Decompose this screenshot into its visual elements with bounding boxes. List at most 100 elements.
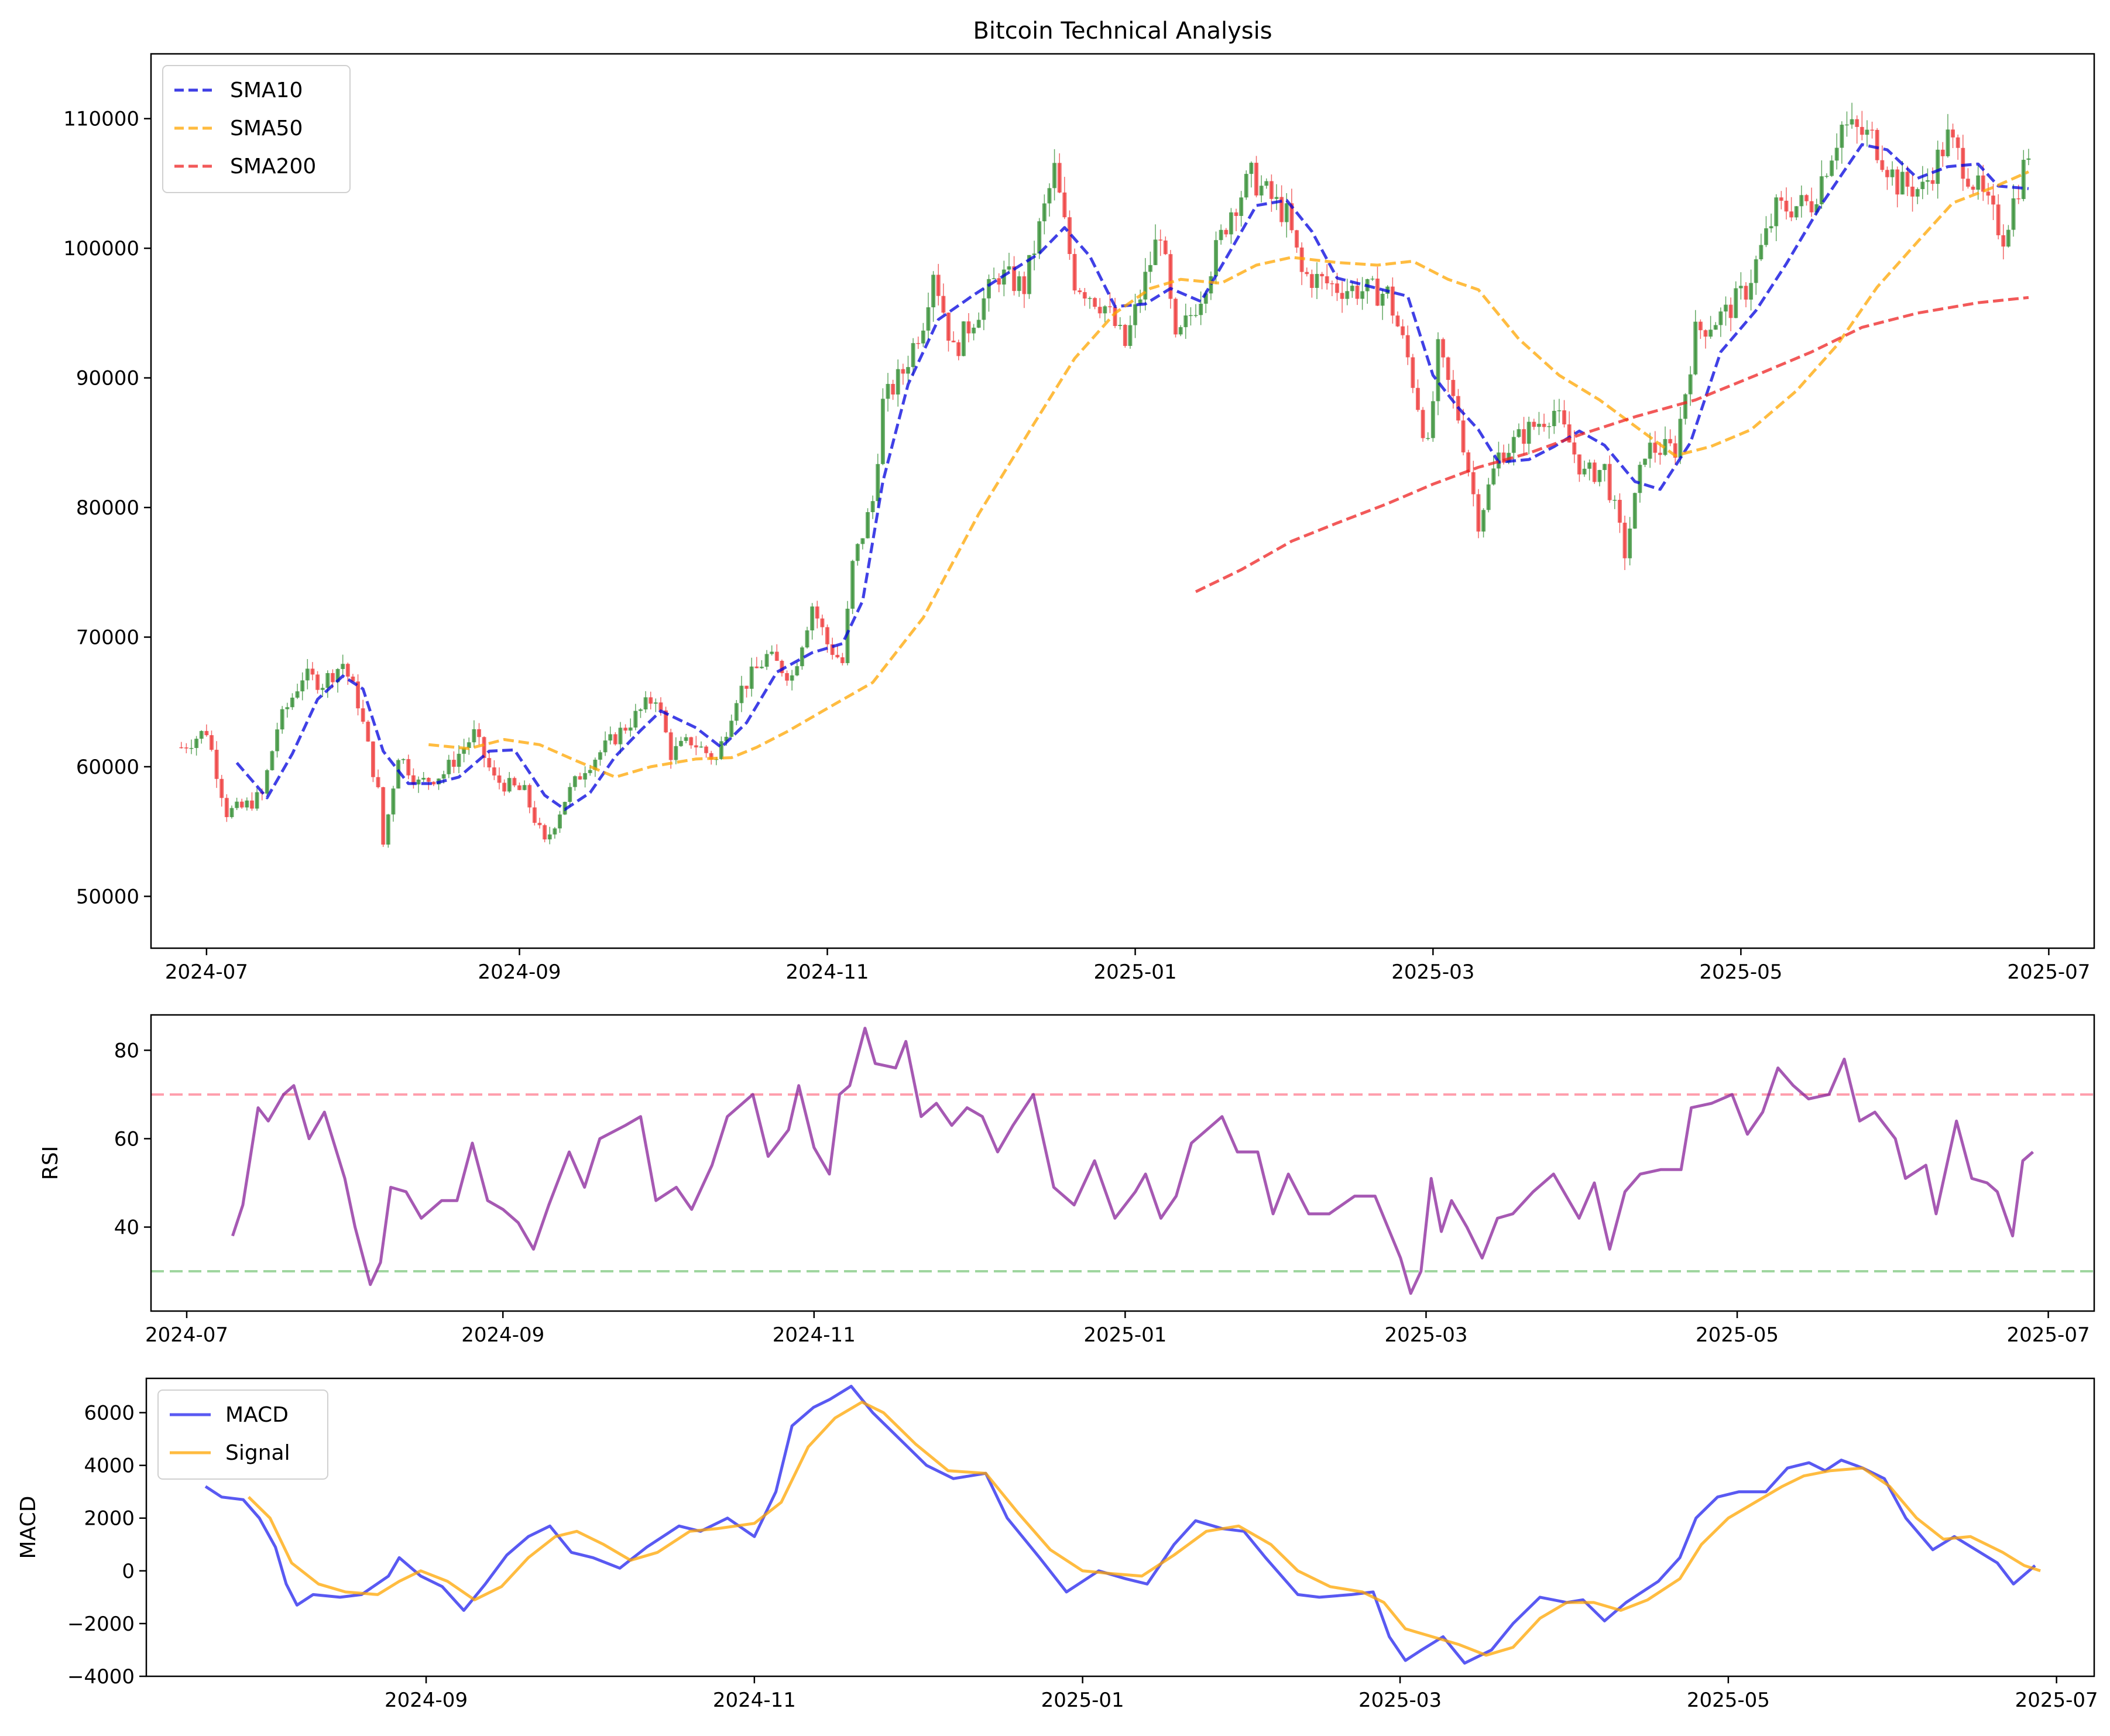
candle-body (558, 814, 562, 829)
candle-body (1416, 387, 1420, 410)
candle-body (1799, 195, 1804, 207)
y-tick-label: −2000 (67, 1613, 135, 1636)
candle-body (1370, 279, 1375, 280)
candle-body (1491, 468, 1496, 485)
candle-body (1380, 293, 1385, 306)
candle-body (1724, 304, 1728, 312)
candle-body (1289, 203, 1294, 231)
candle-body (1738, 286, 1743, 289)
candle-body (381, 787, 386, 845)
candle-body (543, 825, 547, 840)
candle-body (658, 702, 663, 711)
candle-body (325, 673, 330, 688)
candle-body (639, 709, 643, 711)
candle-body (300, 680, 305, 692)
candle-body (623, 728, 628, 731)
candle-body (1688, 374, 1693, 394)
candle-body (1734, 288, 1738, 318)
x-tick-label: 2025-03 (1358, 1689, 1442, 1712)
candle-body (1203, 293, 1208, 304)
candle-body (1224, 229, 1229, 235)
candle-body (1244, 174, 1248, 198)
candle-body (1759, 245, 1764, 260)
y-tick-label: 40 (114, 1216, 139, 1240)
candle-body (239, 801, 244, 808)
candle-body (572, 776, 577, 787)
x-tick-label: 2025-01 (1083, 1323, 1166, 1347)
candle-body (866, 512, 870, 538)
x-tick-label: 2024-09 (385, 1689, 468, 1712)
candle-body (1850, 119, 1854, 125)
candle-body (1421, 410, 1425, 438)
chart-title: Bitcoin Technical Analysis (973, 18, 1272, 44)
candle-body (472, 729, 476, 743)
candle-body (1890, 169, 1895, 177)
candle-body (507, 778, 512, 792)
candle-body (1845, 124, 1849, 126)
candle-body (1981, 175, 1985, 192)
candle-body (1522, 429, 1526, 444)
candle-body (1511, 437, 1516, 453)
candle-body (1199, 303, 1203, 315)
candle-body (1920, 181, 1925, 190)
candle-body (335, 669, 340, 682)
candle-body (1309, 274, 1314, 288)
series-line-sma200 (1195, 296, 2029, 593)
candle-body (2011, 198, 2016, 230)
candle-body (1840, 125, 1844, 148)
candle-body (633, 711, 638, 728)
candle-body (275, 729, 280, 752)
candle-body (224, 798, 229, 818)
series-line-sma50 (428, 170, 2029, 779)
candle-body (487, 758, 492, 768)
legend: SMA10 SMA50 SMA200 (162, 65, 351, 193)
candle-body (1547, 426, 1552, 427)
x-tick-label: 2025-07 (2015, 1689, 2098, 1712)
y-axis-label: MACD (16, 1496, 40, 1559)
candle-body (1678, 418, 1683, 458)
candle-body (285, 707, 290, 709)
candle-body (1168, 254, 1173, 299)
candle-body (1481, 510, 1486, 532)
candle-body (2001, 235, 2006, 247)
candle-body (1239, 197, 1244, 216)
candle-body (2016, 198, 2021, 200)
candle-body (1940, 149, 1945, 156)
candle-body (1859, 126, 1864, 135)
candle-body (1219, 229, 1223, 241)
candle-body (1658, 452, 1662, 455)
candle-body (1047, 188, 1052, 204)
x-tick-label: 2025-03 (1391, 960, 1474, 984)
candle-body (537, 822, 542, 825)
candle-body (1163, 240, 1168, 255)
candle-body (270, 751, 275, 770)
candle-body (527, 785, 532, 808)
candle-body (1042, 203, 1047, 222)
candle-body (431, 781, 436, 785)
candle-body (1411, 357, 1415, 388)
candle-body (1466, 452, 1471, 472)
candle-body (1744, 286, 1748, 300)
candle-body (653, 702, 658, 704)
candle-body (1430, 401, 1435, 438)
candle-body (780, 661, 784, 674)
candle-body (972, 327, 976, 334)
candle-body (411, 775, 416, 785)
candle-body (1900, 171, 1905, 195)
x-tick-label: 2024-07 (165, 960, 248, 984)
candle-body (709, 753, 713, 760)
candle-body (1557, 410, 1562, 411)
candle-body (1622, 523, 1627, 558)
candle-body (699, 746, 704, 748)
candle-body (1728, 304, 1733, 318)
candle-body (1436, 339, 1440, 402)
candle-body (1517, 429, 1521, 437)
candle-body (1526, 421, 1531, 444)
candle-body (674, 746, 678, 760)
candle-body (406, 759, 411, 776)
candle-body (1174, 299, 1178, 335)
candle-body (1234, 212, 1238, 216)
candle-body (1582, 468, 1587, 475)
x-tick-label: 2025-01 (1094, 960, 1177, 984)
